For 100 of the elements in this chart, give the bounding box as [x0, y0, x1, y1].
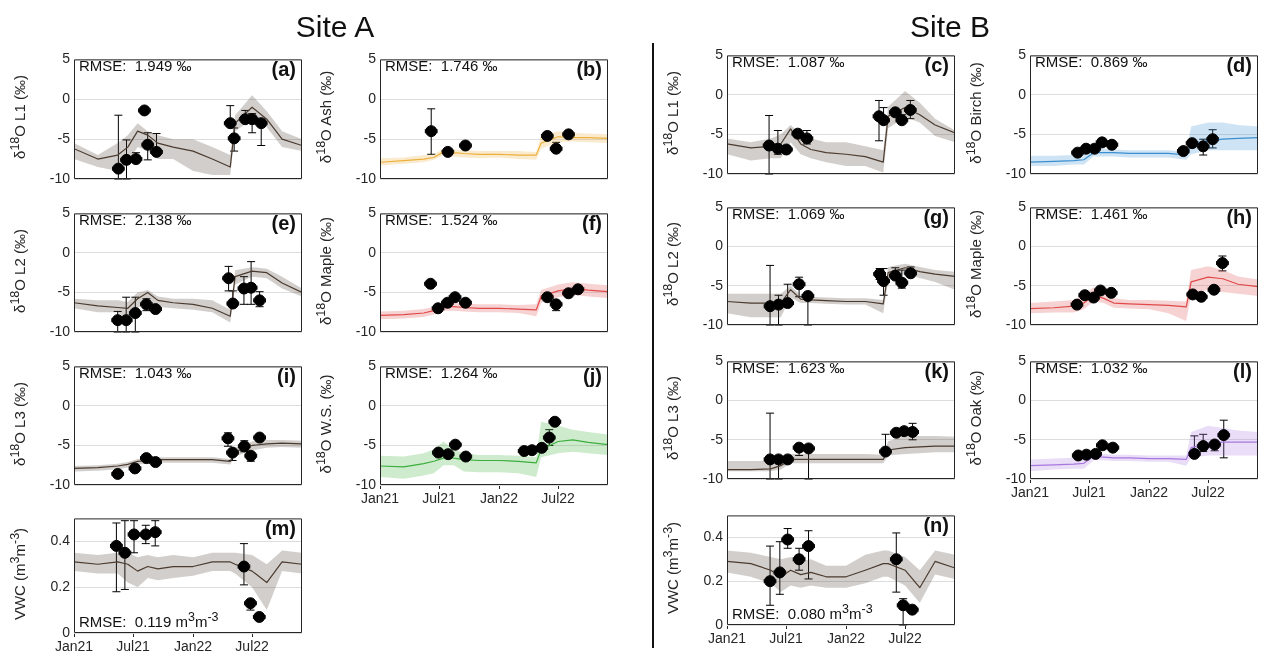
chart-title: Site A [294, 10, 376, 44]
y-tick-label: 0.4 [703, 528, 724, 545]
annotation: (k) [923, 360, 949, 382]
y-tick-label: 5 [715, 198, 724, 215]
annotation: RMSE: 2.138 ‰ [79, 211, 192, 229]
y-tick-label: 0 [368, 396, 377, 413]
x-tick-label: Jan21 [360, 490, 400, 507]
y-tick-label: 0.4 [50, 532, 71, 549]
y-tick-label: -10 [1005, 469, 1027, 486]
y-tick-label: -5 [1013, 430, 1027, 447]
y-tick-label: -5 [710, 276, 724, 293]
y-tick-label: -5 [57, 283, 71, 300]
x-tick-label: Jul21 [116, 638, 150, 655]
x-tick-label: Jul22 [1191, 484, 1226, 501]
y-tick-label: 0 [715, 237, 724, 254]
annotation: RMSE: 0.119 m$^{3}$m$^{-3}$ [79, 610, 219, 631]
x-tick-label: Jul21 [769, 630, 803, 647]
annotation: (d) [1225, 54, 1252, 76]
y-tick-label: -10 [1005, 164, 1027, 181]
annotation: (j) [582, 365, 602, 387]
y-tick-label: 0 [368, 243, 377, 260]
y-tick-label: -5 [363, 283, 377, 300]
y-tick-label: 5 [1018, 198, 1027, 215]
y-tick-label: 0 [1018, 391, 1027, 408]
y-tick-label: 0 [62, 90, 71, 107]
y-tick-label: -5 [363, 436, 377, 453]
y-tick-label: -10 [1005, 315, 1027, 332]
x-tick-label: Jul21 [1072, 484, 1106, 501]
y-tick-label: -10 [355, 475, 377, 492]
y-tick-label: 0 [368, 90, 377, 107]
x-tick-label: Jul22 [541, 490, 576, 507]
annotation: (b) [575, 58, 602, 80]
x-tick-label: Jul21 [422, 490, 456, 507]
annotation: RMSE: 1.623 ‰ [732, 359, 845, 377]
y-tick-label: 5 [1018, 46, 1027, 63]
y-tick-label: -10 [702, 315, 724, 332]
y-tick-label: -5 [57, 436, 71, 453]
annotation: RMSE: 1.264 ‰ [385, 364, 498, 382]
annotation: RMSE: 0.869 ‰ [1035, 53, 1148, 71]
y-tick-label: 5 [1018, 352, 1027, 369]
y-tick-label: 0 [62, 243, 71, 260]
y-tick-label: 5 [715, 46, 724, 63]
annotation: (f) [581, 212, 602, 234]
y-tick-label: -5 [57, 129, 71, 146]
y-tick-label: -5 [710, 430, 724, 447]
y-tick-label: 5 [62, 357, 71, 374]
annotation: RMSE: 1.461 ‰ [1035, 205, 1148, 223]
x-tick-label: Jan22 [1129, 484, 1169, 501]
annotation: RMSE: 1.087 ‰ [732, 53, 845, 71]
annotation: (n) [922, 514, 949, 536]
y-tick-label: -10 [49, 169, 71, 186]
annotation: RMSE: 1.524 ‰ [385, 211, 498, 229]
annotation: RMSE: 1.032 ‰ [1035, 359, 1148, 377]
annotation: (g) [922, 206, 949, 228]
y-tick-label: -10 [49, 475, 71, 492]
x-tick-label: Jul22 [235, 638, 270, 655]
annotation: (l) [1232, 360, 1252, 382]
y-tick-label: 0 [715, 85, 724, 102]
y-tick-label: -10 [49, 322, 71, 339]
x-tick-label: Jan21 [1010, 484, 1050, 501]
annotation: (m) [263, 517, 296, 539]
y-tick-label: 0.2 [50, 578, 71, 595]
annotation: RMSE: 1.069 ‰ [732, 205, 845, 223]
y-tick-label: -5 [1013, 276, 1027, 293]
annotation: (i) [276, 365, 296, 387]
annotation: (a) [270, 58, 296, 80]
x-tick-label: Jan22 [826, 630, 866, 647]
y-tick-label: -10 [355, 322, 377, 339]
y-tick-label: 5 [62, 204, 71, 221]
x-tick-label: Jan21 [54, 638, 94, 655]
y-tick-label: 0 [1018, 85, 1027, 102]
y-tick-label: 0 [715, 391, 724, 408]
annotation: RMSE: 1.949 ‰ [79, 57, 192, 75]
y-tick-label: 0 [62, 623, 71, 640]
y-tick-label: -10 [702, 164, 724, 181]
x-tick-label: Jan22 [479, 490, 519, 507]
y-tick-label: -10 [702, 469, 724, 486]
y-tick-label: 0.2 [703, 572, 724, 589]
y-tick-label: -5 [710, 125, 724, 142]
y-tick-label: 0 [62, 396, 71, 413]
x-tick-label: Jul22 [888, 630, 923, 647]
annotation: (e) [270, 212, 296, 234]
y-tick-label: 5 [715, 352, 724, 369]
annotation: RMSE: 1.746 ‰ [385, 57, 498, 75]
y-tick-label: 0 [1018, 237, 1027, 254]
y-tick-label: 5 [368, 50, 377, 67]
chart-title: Site B [908, 10, 991, 44]
x-tick-label: Jan22 [173, 638, 213, 655]
y-tick-label: 5 [62, 50, 71, 67]
y-tick-label: -5 [1013, 125, 1027, 142]
annotation: RMSE: 0.080 m$^{3}$m$^{-3}$ [732, 602, 873, 623]
annotation: (c) [923, 54, 949, 76]
annotation: (h) [1225, 206, 1252, 228]
y-tick-label: -5 [363, 129, 377, 146]
annotation: RMSE: 1.043 ‰ [79, 364, 192, 382]
y-tick-label: 5 [368, 357, 377, 374]
y-tick-label: -10 [355, 169, 377, 186]
y-tick-label: 5 [368, 204, 377, 221]
x-tick-label: Jan21 [707, 630, 747, 647]
y-tick-label: 0 [715, 615, 724, 632]
